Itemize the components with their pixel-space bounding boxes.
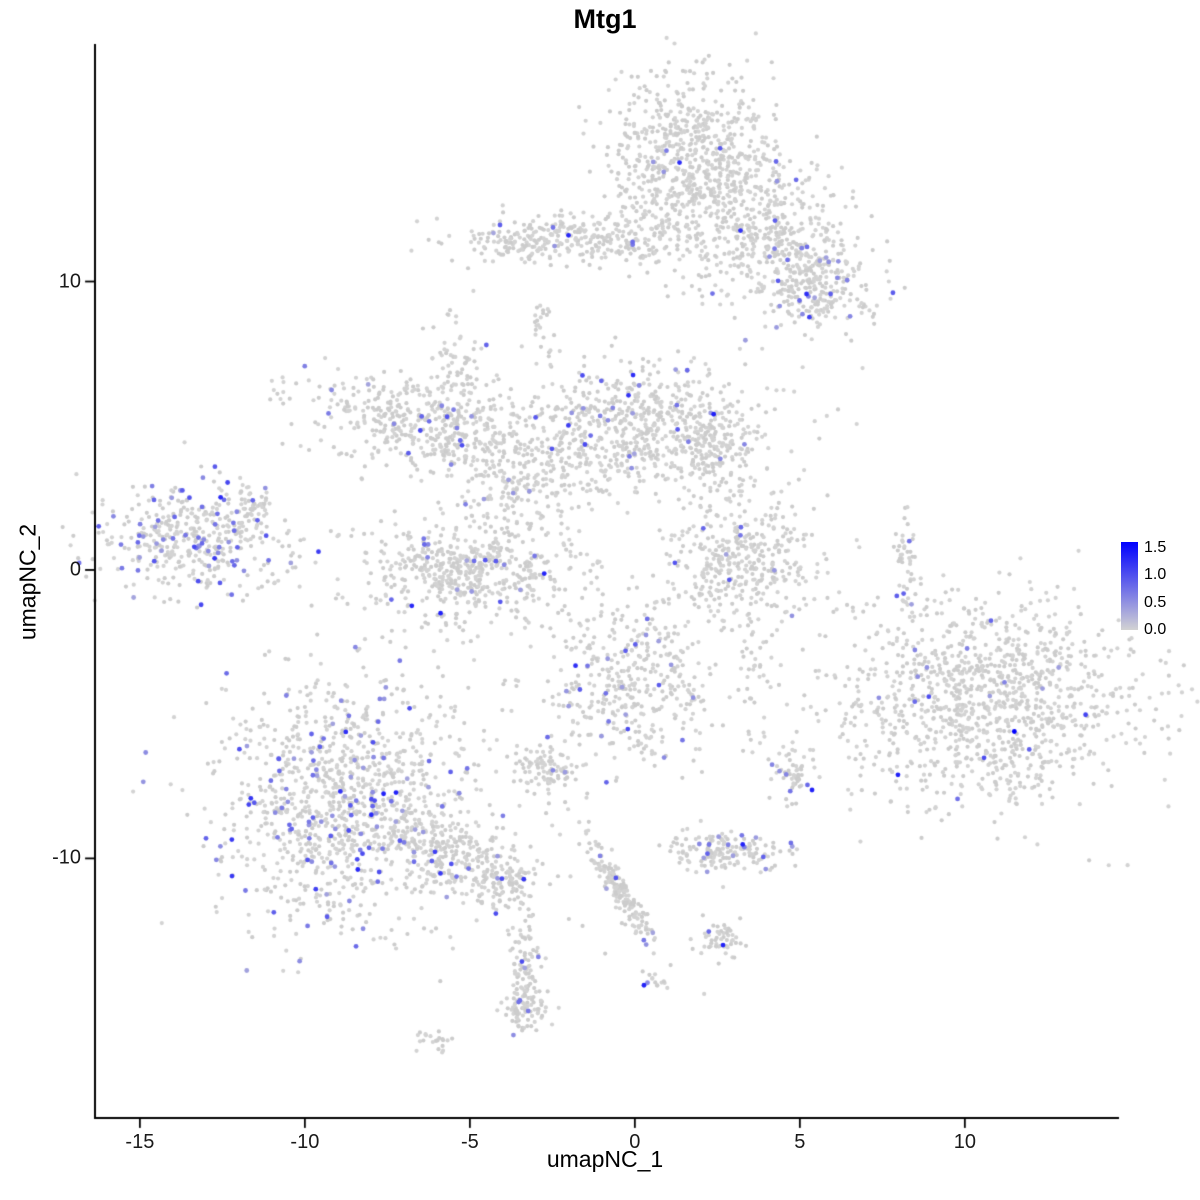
colorbar-tick-label: 0.0 xyxy=(1144,621,1167,638)
colorbar-tick-label: 1.0 xyxy=(1144,566,1167,583)
colorbar-legend: 1.5 1.0 0.5 0.0 xyxy=(1121,538,1196,638)
x-tick-label: -5 xyxy=(460,1131,479,1153)
y-tick-label: -10 xyxy=(52,846,81,869)
colorbar-gradient xyxy=(1121,542,1138,630)
x-axis-title: umapNC_1 xyxy=(546,1146,664,1172)
colorbar-tick-label: 0.5 xyxy=(1144,593,1167,611)
plot-title: Mtg1 xyxy=(573,4,637,34)
x-tick-label: -15 xyxy=(125,1131,155,1153)
x-tick-label: 10 xyxy=(953,1131,976,1153)
y-tick-label: 10 xyxy=(58,270,81,293)
x-tick-label: 0 xyxy=(629,1131,641,1153)
x-tick-label: 5 xyxy=(794,1131,806,1153)
y-axis-title: umapNC_2 xyxy=(14,523,41,641)
colorbar-tick-label: 1.5 xyxy=(1144,538,1167,556)
x-tick-label: -10 xyxy=(290,1131,320,1153)
y-tick-label: 0 xyxy=(69,558,81,581)
